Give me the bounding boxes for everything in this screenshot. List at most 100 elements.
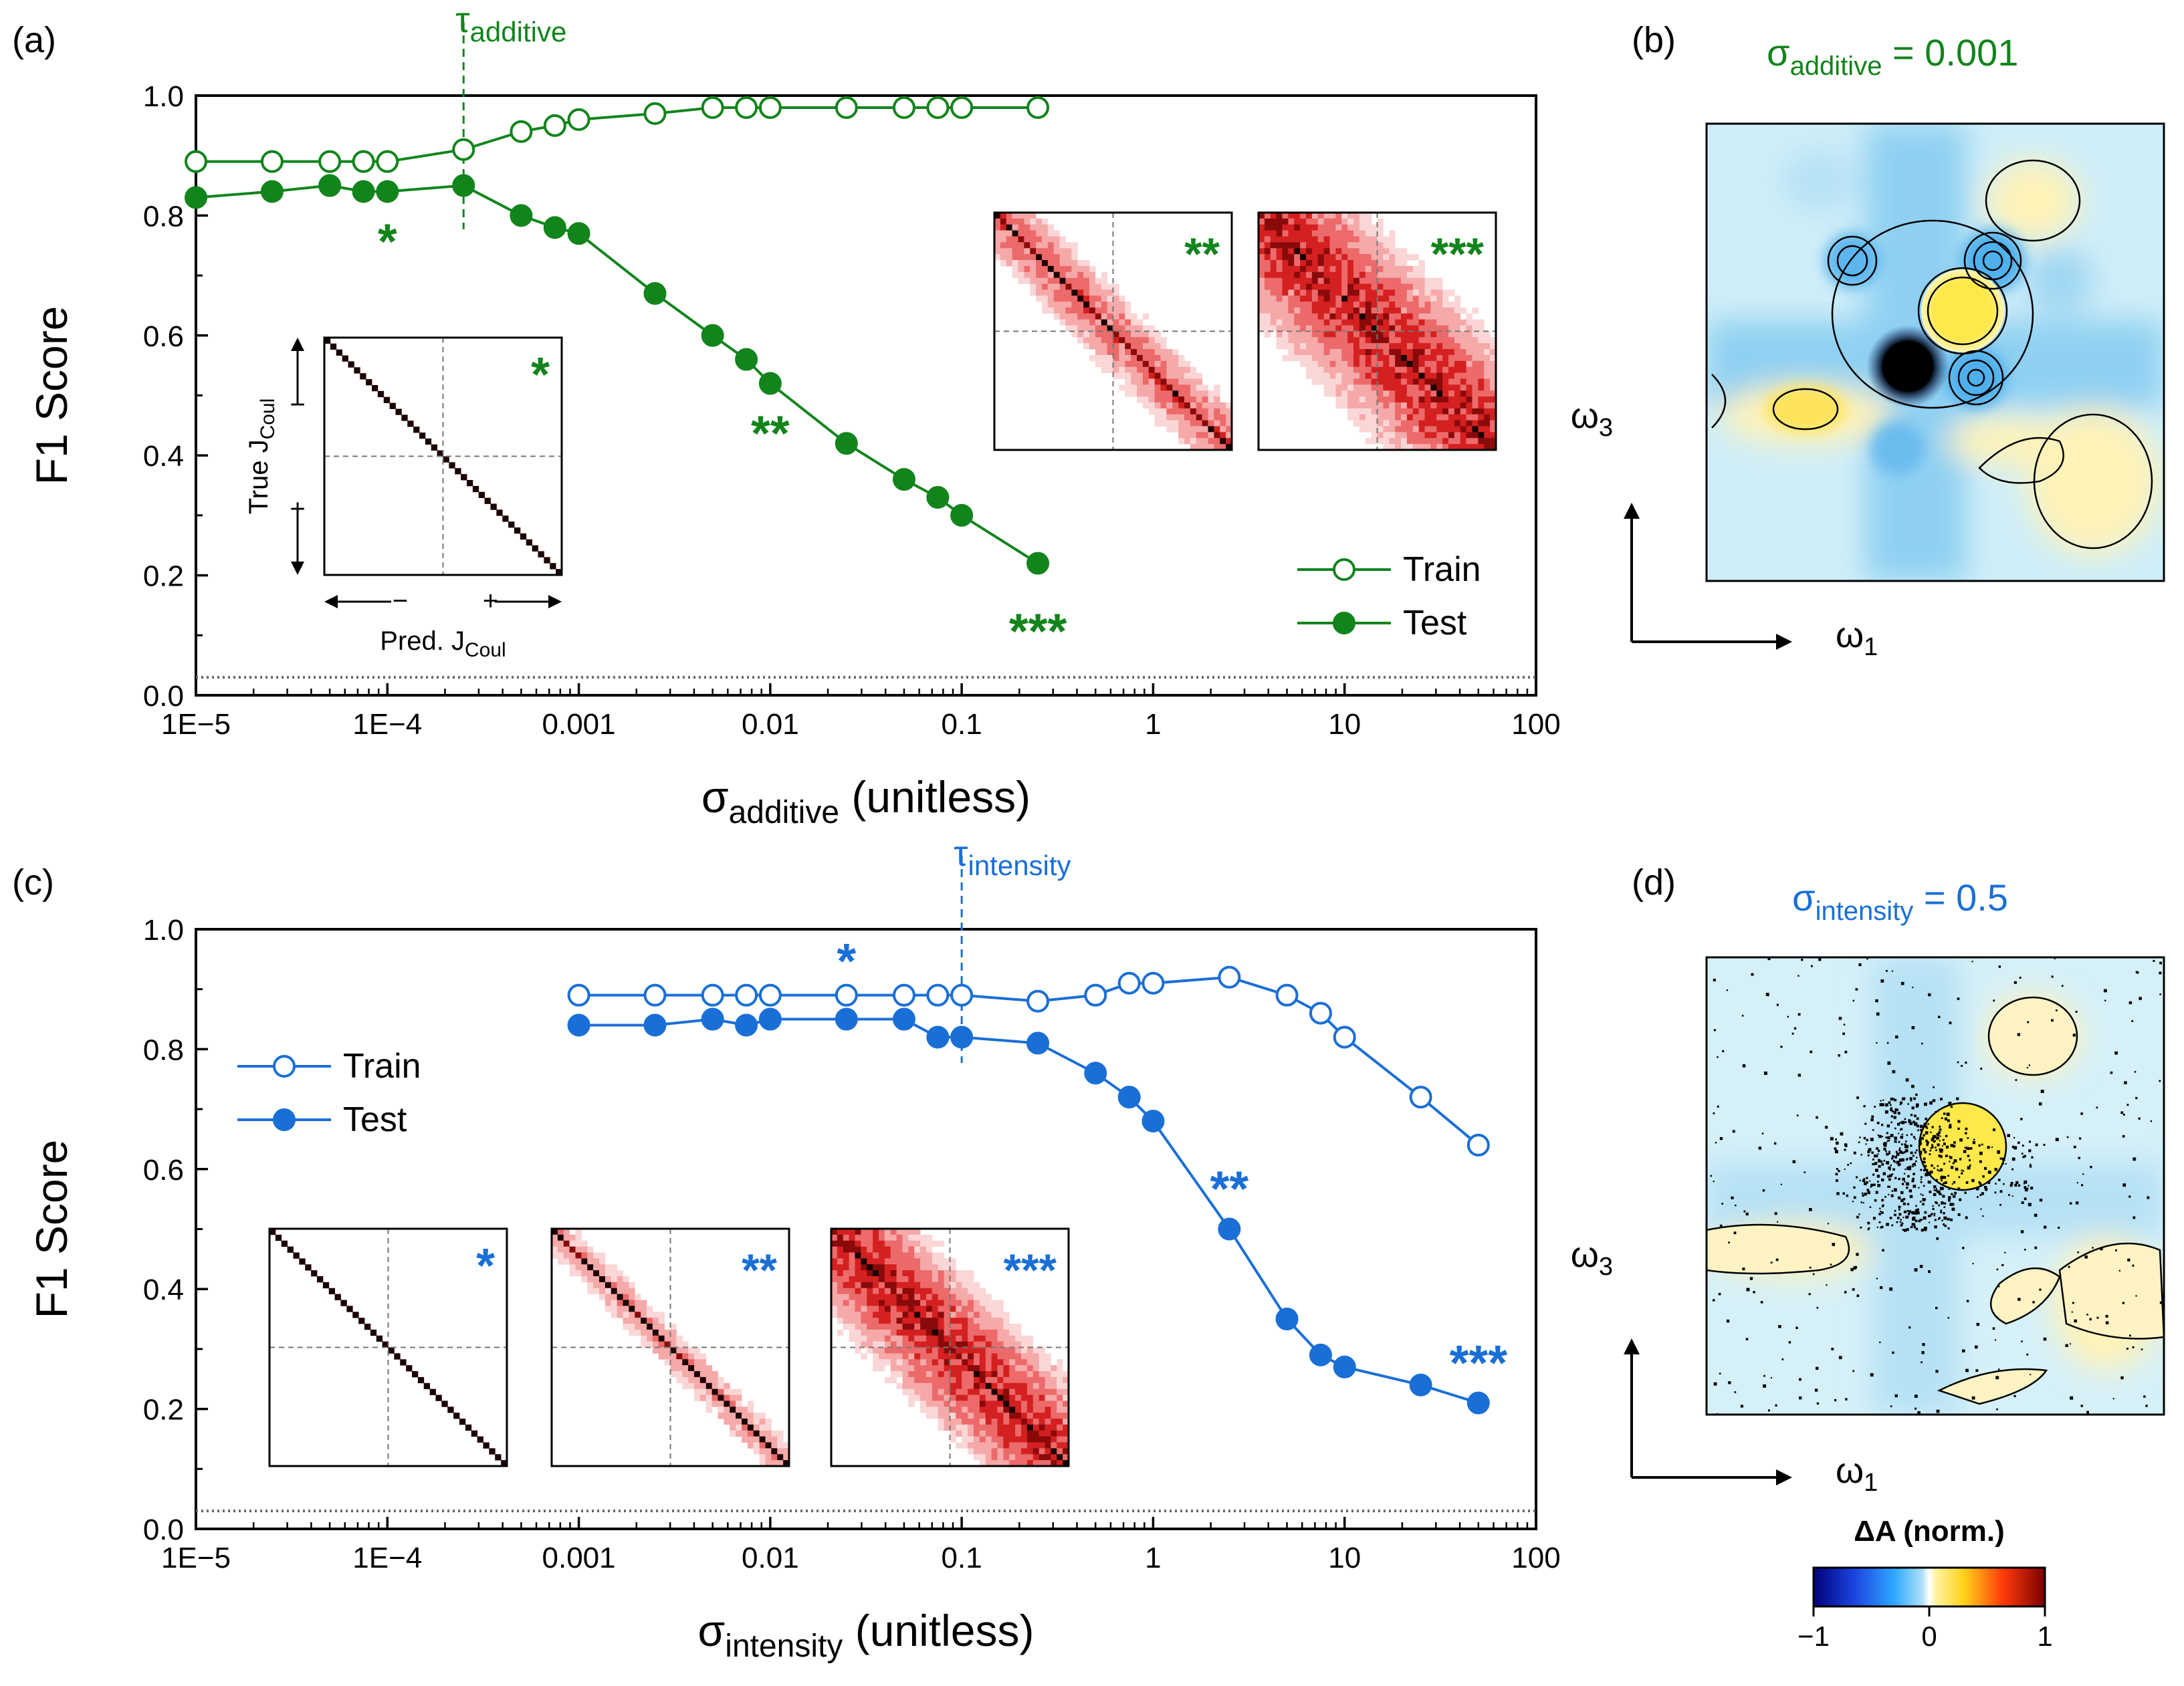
noise-speck (2021, 1201, 2024, 1204)
inset-cell (1412, 366, 1420, 374)
noise-speck (1913, 1223, 1916, 1226)
inset-cell (902, 1359, 909, 1366)
inset-cell (1166, 384, 1173, 391)
inset-cell (1418, 396, 1425, 403)
inset-cell (1083, 295, 1090, 302)
inset-cell (581, 1270, 588, 1277)
inset-cell (472, 485, 479, 493)
inset-cell (962, 1353, 968, 1360)
inset-cell (1101, 277, 1108, 284)
inset-cell (997, 1401, 1004, 1407)
noise-speck (2043, 1337, 2047, 1341)
inset-cell (974, 1300, 980, 1306)
point-test (950, 503, 974, 527)
inset-cell (873, 1234, 879, 1241)
inset-cell (1003, 1448, 1010, 1455)
inset-cell (1178, 408, 1185, 415)
inset-cell (1057, 1371, 1063, 1378)
inset-cell (1018, 224, 1024, 231)
inset-cell (843, 1234, 850, 1241)
inset-cell (724, 1407, 730, 1413)
inset-cell (985, 1324, 992, 1330)
inset-cell (1142, 360, 1150, 368)
noise-speck (1767, 957, 1771, 961)
inset-cell (1317, 331, 1325, 338)
inset-cell (1478, 337, 1485, 344)
noise-speck (2024, 1248, 2026, 1251)
inset-cell (1047, 295, 1055, 302)
point-test (1141, 1110, 1165, 1133)
inset-cell (1306, 337, 1313, 344)
inset-cell (1030, 260, 1036, 267)
inset-cell (1335, 236, 1342, 243)
inset-cell (1389, 372, 1396, 379)
noise-speck (2124, 1081, 2127, 1084)
inset-cell (293, 1252, 300, 1259)
inset-cell (1226, 420, 1232, 427)
inset-cell (938, 1252, 945, 1259)
inset-cell (1032, 1430, 1040, 1437)
inset-cell (974, 1419, 980, 1425)
inset-cell (682, 1376, 689, 1384)
inset-cell (1063, 1424, 1069, 1431)
inset-cell (1377, 384, 1384, 391)
inset-cell (1347, 349, 1354, 356)
inset-cell (652, 1312, 659, 1318)
inset-cell (1045, 1401, 1051, 1407)
inset-cell (979, 1419, 986, 1425)
inset-cell (694, 1353, 701, 1360)
inset-cell (1107, 366, 1113, 374)
inset-cell (1026, 1365, 1034, 1372)
inset-cell (1142, 331, 1150, 338)
inset-cell (1359, 295, 1366, 302)
inset-cell (1190, 390, 1197, 397)
inset-cell (1178, 384, 1185, 391)
inset-cell (1226, 402, 1232, 409)
noise-speck (1943, 1182, 1945, 1185)
inset-cell (1208, 438, 1214, 445)
inset-cell (914, 1252, 921, 1259)
noise-speck (2126, 1104, 2129, 1106)
noise-speck (1936, 1409, 1940, 1413)
noise-speck (1995, 1376, 1999, 1380)
inset-cell (1306, 308, 1313, 314)
inset-cell (1484, 331, 1491, 338)
inset-cell (1341, 337, 1348, 344)
inset-cell (997, 1382, 1004, 1390)
inset-cell (1401, 277, 1408, 284)
inset-cell (985, 1460, 992, 1467)
inset-cell (1045, 1413, 1051, 1419)
noise-speck (2135, 1096, 2138, 1100)
inset-cell (1059, 295, 1066, 302)
inset-cell (1178, 360, 1185, 368)
inset-cell (641, 1318, 647, 1324)
inset-cell (849, 1252, 855, 1259)
inset-cell (1377, 438, 1384, 445)
inset-cell (1371, 265, 1378, 273)
inset-cell (938, 1270, 945, 1277)
inset-cell (1424, 372, 1431, 379)
noise-speck (2028, 1203, 2032, 1207)
inset-cell (1395, 420, 1402, 427)
inset-cell (890, 1252, 897, 1259)
inset-cell (1018, 271, 1024, 279)
inset-cell (1359, 337, 1366, 344)
inset-cell (1478, 355, 1485, 362)
noise-speck (1791, 1032, 1794, 1035)
inset-cell (890, 1234, 897, 1241)
noise-speck (1916, 1103, 1919, 1107)
inset-cell (1003, 1454, 1010, 1461)
inset-cell (1047, 277, 1055, 284)
x-tick-label: 100 (1511, 1542, 1560, 1574)
inset-cell (979, 1324, 986, 1330)
inset-cell (1329, 325, 1336, 332)
inset-cell (938, 1312, 945, 1318)
inset-cell (944, 1276, 950, 1283)
inset-cell (508, 521, 515, 528)
noise-speck (1801, 959, 1804, 961)
inset-cell (968, 1270, 974, 1277)
noise-speck (1751, 973, 1754, 976)
threshold-subscript: additive (470, 16, 567, 47)
inset-cell (1412, 308, 1420, 314)
inset-cell (1306, 355, 1313, 362)
